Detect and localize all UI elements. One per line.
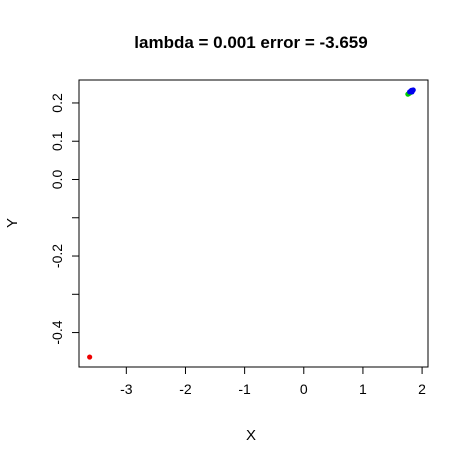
x-tick-label: 2 [418, 381, 426, 397]
x-axis-label: X [246, 427, 256, 444]
y-tick-label: 0.1 [49, 131, 65, 151]
y-tick-label: 0.2 [49, 93, 65, 113]
x-tick-label: 0 [300, 381, 308, 397]
x-tick-label: -1 [238, 381, 251, 397]
x-axis: -3 -2 -1 0 1 2 [120, 367, 426, 397]
y-axis-label: Y [4, 218, 21, 228]
y-axis: 0.2 0.1 0.0 -0.2 -0.4 [49, 93, 79, 345]
y-tick-label: 0.0 [49, 170, 65, 190]
x-tick-label: 1 [359, 381, 367, 397]
data-point [411, 87, 416, 92]
plot-area [79, 80, 428, 367]
y-tick-label: -0.4 [49, 320, 65, 344]
x-tick-label: -2 [179, 381, 192, 397]
data-point [87, 354, 92, 359]
chart-title: lambda = 0.001 error = -3.659 [134, 33, 367, 52]
x-tick-label: -3 [120, 381, 133, 397]
y-tick-label: -0.2 [49, 244, 65, 268]
data-points [87, 87, 416, 359]
